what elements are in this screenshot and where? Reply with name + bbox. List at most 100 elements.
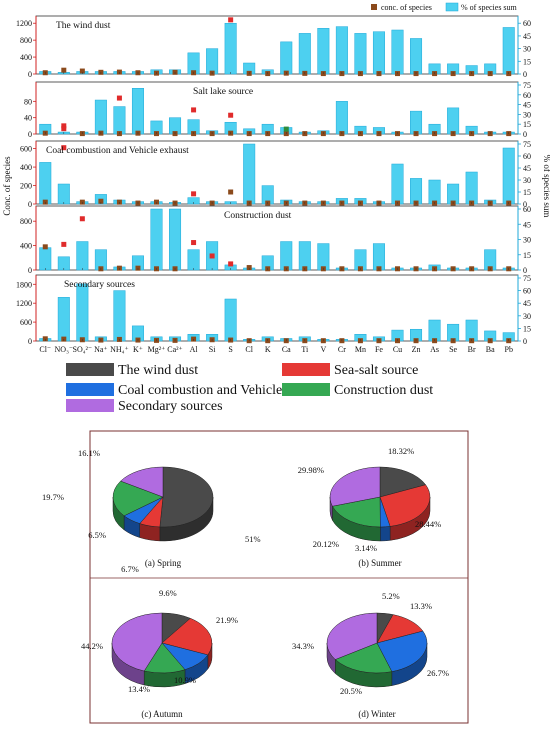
bar — [280, 41, 293, 75]
legend-swatch — [66, 363, 114, 376]
pie-slice — [332, 496, 381, 528]
pie-value-label: 26.7% — [427, 668, 449, 678]
bar — [447, 107, 460, 135]
left-tick-label: 40 — [24, 114, 32, 123]
conc-marker — [209, 253, 215, 259]
bar — [502, 27, 515, 75]
legend-marker-label: conc. of species — [381, 3, 432, 12]
right-tick-label: 75 — [523, 81, 531, 90]
right-tick-label: 75 — [523, 274, 531, 283]
left-tick-label: 0 — [28, 337, 32, 346]
conc-marker — [79, 68, 85, 74]
right-tick-label: 0 — [523, 130, 527, 139]
pie-slice — [159, 466, 214, 528]
right-tick-label: 45 — [523, 101, 531, 110]
left-tick-label: 1200 — [16, 19, 32, 28]
bar — [206, 48, 219, 75]
legend-bar-swatch — [445, 2, 459, 12]
bar — [391, 163, 404, 205]
conc-marker — [42, 336, 48, 342]
category-label: Al — [190, 345, 199, 354]
category-label: Si — [209, 345, 216, 354]
conc-marker — [61, 241, 67, 247]
pie-slice — [112, 480, 164, 517]
panel-title: Construction dust — [224, 211, 292, 221]
pie-slice — [161, 618, 213, 656]
legend-swatch — [66, 383, 114, 396]
pie-slice — [111, 612, 163, 672]
bar — [113, 290, 126, 342]
left-tick-label: 200 — [20, 182, 32, 191]
right-tick-label: 60 — [523, 91, 531, 100]
bar — [76, 241, 89, 271]
panel-title: Secondary sources — [64, 280, 135, 290]
conc-marker — [191, 107, 197, 113]
bar — [39, 247, 52, 271]
legend-swatch — [282, 383, 330, 396]
category-label: Cr — [338, 345, 346, 354]
pie-value-label: 19.7% — [42, 492, 64, 502]
category-label: Cl⁻ — [39, 345, 51, 354]
category-label: NO₃⁻ — [55, 345, 74, 354]
category-label: Se — [449, 345, 457, 354]
category-label: As — [430, 345, 439, 354]
right-tick-label: 0 — [523, 200, 527, 209]
conc-marker — [228, 17, 234, 23]
bar — [335, 101, 348, 135]
bar — [39, 162, 52, 205]
conc-marker — [42, 244, 48, 250]
pie-4: 5.2% 13.3% 26.7% 20.5% 34.3% (d) Winter — [292, 591, 449, 719]
pie-slice — [379, 466, 427, 498]
category-label: Zn — [412, 345, 421, 354]
bar — [335, 26, 348, 75]
bar — [224, 298, 237, 342]
conc-marker — [228, 261, 234, 267]
bar — [131, 88, 144, 135]
right-tick-label: 45 — [523, 299, 531, 308]
bar — [410, 178, 423, 205]
right-tick-label: 30 — [523, 176, 531, 185]
right-tick-label: 15 — [523, 188, 531, 197]
category-label: Cu — [393, 345, 402, 354]
panel-4: 0 400 800 0 15 30 45 60 Construction dust — [20, 205, 531, 275]
legend-label: Sea-salt source — [334, 363, 418, 378]
pie-value-label: 18.32% — [388, 446, 414, 456]
right-tick-label: 60 — [523, 152, 531, 161]
pie-value-label: 13.3% — [410, 601, 432, 611]
bar — [465, 319, 478, 342]
bar — [169, 208, 182, 271]
right-tick-label: 0 — [523, 337, 527, 346]
pie-2: 18.32% 28.44% 3.14% 20.12% 29.98% (b) Summer — [298, 446, 441, 568]
right-tick-label: 60 — [523, 205, 531, 214]
pie-frame — [89, 430, 469, 724]
conc-marker — [246, 265, 252, 271]
legend-bar-label: % of species sum — [461, 3, 518, 12]
category-label: S — [228, 345, 232, 354]
conc-marker — [191, 240, 197, 246]
left-tick-label: 80 — [24, 97, 32, 106]
category-label: K — [265, 345, 271, 354]
category-label: Ca²⁺ — [167, 345, 183, 354]
pie-value-label: 13.4% — [128, 684, 150, 694]
conc-marker — [79, 216, 85, 222]
left-tick-label: 400 — [20, 163, 32, 172]
category-label: K⁺ — [133, 345, 143, 354]
bar — [187, 249, 200, 271]
category-label: Cl — [245, 345, 253, 354]
bar — [502, 147, 515, 205]
pie-value-label: 20.12% — [313, 539, 339, 549]
pie-slice — [120, 466, 164, 498]
right-tick-label: 60 — [523, 19, 531, 28]
pie-slice — [334, 642, 393, 674]
conc-marker — [61, 145, 67, 151]
pie-value-label: 20.5% — [340, 686, 362, 696]
legend-label: Coal combustion and Vehicle exhaust — [118, 383, 329, 398]
category-label: Br — [468, 345, 476, 354]
bar — [298, 241, 311, 271]
right-tick-label: 30 — [523, 110, 531, 119]
pie-slice — [376, 630, 428, 672]
right-tick-label: 45 — [523, 164, 531, 173]
category-label: V — [320, 345, 326, 354]
conc-marker — [191, 191, 197, 197]
